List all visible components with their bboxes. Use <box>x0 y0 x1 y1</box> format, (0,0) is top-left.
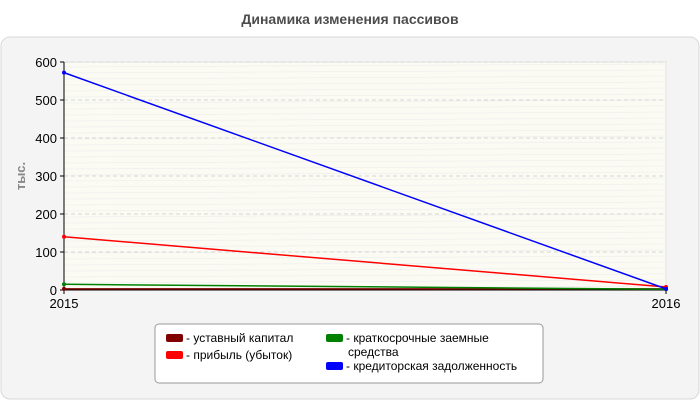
hatch-line <box>63 261 667 266</box>
hatch-line <box>63 75 667 80</box>
data-point <box>664 286 668 291</box>
hatch-line <box>63 87 667 92</box>
data-point <box>62 70 66 75</box>
hatch-line <box>63 69 667 74</box>
hatch-line <box>63 177 667 182</box>
hatch-line <box>63 273 667 278</box>
hatch-line <box>63 219 667 224</box>
hatch-line <box>63 99 667 104</box>
data-point <box>62 286 66 291</box>
hatch-line <box>63 117 667 122</box>
hatch-line <box>63 267 667 272</box>
hatch-line <box>63 153 667 158</box>
hatch-line <box>63 189 667 194</box>
legend-swatch <box>166 334 183 342</box>
chart-title: Динамика изменения пассивов <box>241 11 459 27</box>
hatch-line <box>63 243 667 248</box>
hatch-line <box>63 159 667 164</box>
series-line-2 <box>63 283 667 290</box>
y-tick-label: 600 <box>35 55 57 70</box>
y-tick-label: 400 <box>35 131 57 146</box>
hatch-line <box>63 93 667 98</box>
hatch-line <box>63 165 667 170</box>
legend-label: - уставный капитал <box>186 331 293 345</box>
x-tick-label: 2015 <box>50 296 79 311</box>
hatch-line <box>63 207 667 212</box>
y-tick-label: 0 <box>50 283 57 298</box>
legend-swatch <box>326 362 343 370</box>
legend: - уставный капитал - прибыль (убыток) - кр… <box>154 323 544 384</box>
y-tick-labels: 0 100 200 300 400 500 600 <box>35 55 64 298</box>
hatch-line <box>63 183 667 188</box>
x-tick-labels: 2015 2016 <box>50 290 681 311</box>
hatch-line <box>63 147 667 152</box>
legend-swatch <box>166 351 183 359</box>
hatch-line <box>63 201 667 206</box>
hatch-line <box>63 111 667 116</box>
hatch-line <box>63 213 667 218</box>
y-tick-label: 300 <box>35 169 57 184</box>
hatch-line <box>63 255 667 260</box>
legend-box <box>154 323 544 384</box>
hatch-line <box>63 141 667 146</box>
y-tick-label: 500 <box>35 93 57 108</box>
hatch-line <box>63 171 667 176</box>
series-lines <box>62 70 668 292</box>
y-axis-label: тыс. <box>13 162 28 190</box>
hatch-line <box>63 129 667 134</box>
legend-swatch <box>326 334 343 342</box>
hatch-line <box>63 279 667 284</box>
legend-label: - кредиторская задолженность <box>346 359 517 373</box>
data-point <box>62 282 66 287</box>
y-tick-label: 100 <box>35 245 57 260</box>
series-line-1 <box>63 236 667 288</box>
hatch-line <box>63 195 667 200</box>
legend-label: - краткосрочные заемные средства <box>346 331 489 359</box>
legend-label: - прибыль (убыток) <box>186 348 292 362</box>
hatch-line <box>63 81 667 86</box>
data-point <box>62 234 66 239</box>
hatch-line <box>63 63 667 68</box>
y-tick-label: 200 <box>35 207 57 222</box>
x-tick-label: 2016 <box>652 296 681 311</box>
grid-lines <box>64 61 666 253</box>
hatch-line <box>63 123 667 128</box>
hatch-line <box>63 225 667 230</box>
series-line-3 <box>63 71 667 290</box>
hatch-line <box>63 231 667 236</box>
hatch-line <box>63 237 667 242</box>
